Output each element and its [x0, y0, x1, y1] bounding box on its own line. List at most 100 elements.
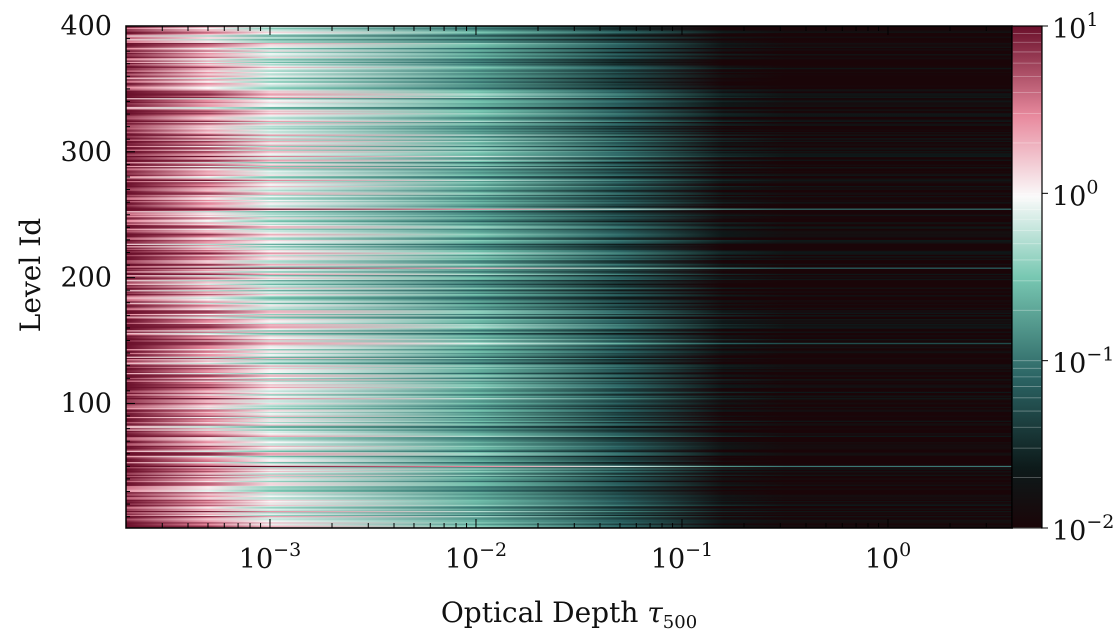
heatmap-row: [126, 367, 1012, 370]
heatmap-row: [126, 525, 1012, 528]
heatmap-row: [126, 91, 1012, 94]
heatmap-row: [126, 489, 1012, 491]
heatmap-row: [126, 507, 1012, 510]
heatmap-row: [126, 420, 1012, 422]
heatmap-row: [126, 271, 1012, 274]
heatmap-row: [126, 416, 1012, 419]
heatmap-row: [126, 68, 1012, 71]
heatmap-row: [126, 277, 1012, 279]
heatmap-row: [126, 442, 1012, 445]
heatmap-row: [126, 278, 1012, 281]
heatmap-row: [126, 120, 1012, 122]
heatmap-row: [126, 437, 1012, 440]
heatmap-row: [126, 211, 1012, 214]
heatmap-row: [126, 435, 1012, 437]
heatmap-row: [126, 413, 1012, 416]
heatmap-row: [126, 451, 1012, 454]
heatmap-row: [126, 308, 1012, 311]
heatmap-row: [126, 51, 1012, 53]
heatmap-row: [126, 496, 1012, 499]
heatmap-row: [126, 102, 1012, 105]
heatmap-row: [126, 195, 1012, 198]
heatmap-row: [126, 411, 1012, 414]
heatmap-row: [126, 397, 1012, 400]
heatmap-row: [126, 392, 1012, 395]
heatmap-row: [126, 32, 1012, 35]
heatmap-row: [126, 69, 1012, 72]
heatmap-row: [126, 226, 1012, 229]
heatmap-row: [126, 333, 1012, 336]
heatmap-row: [126, 329, 1012, 332]
heatmap-row: [126, 377, 1012, 380]
heatmap-row: [126, 443, 1012, 446]
heatmap-row: [126, 169, 1012, 171]
heatmap-row: [126, 199, 1012, 202]
heatmap-row: [126, 90, 1012, 92]
heatmap-row: [126, 250, 1012, 253]
heatmap-row: [126, 42, 1012, 45]
heatmap-row: [126, 187, 1012, 190]
heatmap-row: [126, 130, 1012, 133]
heatmap-row: [126, 490, 1012, 493]
heatmap-row: [126, 314, 1012, 317]
heatmap-row: [126, 450, 1012, 453]
colorbar-tick-label: 10−1: [1052, 344, 1114, 380]
heatmap-row: [126, 504, 1012, 507]
heatmap-row: [126, 77, 1012, 80]
heatmap-row: [126, 255, 1012, 258]
heatmap-row: [126, 353, 1012, 356]
heatmap-row: [126, 438, 1012, 441]
heatmap-row: [126, 487, 1012, 490]
heatmap-row: [126, 328, 1012, 331]
heatmap-row: [126, 471, 1012, 474]
heatmap-row: [126, 269, 1012, 272]
heatmap-row: [126, 143, 1012, 146]
heatmap-row: [126, 106, 1012, 109]
heatmap-row: [126, 127, 1012, 130]
heatmap-row: [126, 422, 1012, 425]
heatmap-row: [126, 205, 1012, 208]
heatmap-row: [126, 344, 1012, 347]
heatmap-row: [126, 426, 1012, 429]
heatmap-row: [126, 341, 1012, 343]
heatmap-row: [126, 98, 1012, 101]
heatmap-row: [126, 376, 1012, 378]
heatmap-row: [126, 474, 1012, 476]
heatmap-row: [126, 372, 1012, 375]
heatmap-row: [126, 47, 1012, 50]
colorbar-ticks: 10−2 10−1 100 101: [1042, 9, 1114, 547]
heatmap-row: [126, 230, 1012, 233]
heatmap-row: [126, 378, 1012, 381]
heatmap-row: [126, 171, 1012, 174]
heatmap-row: [126, 475, 1012, 478]
heatmap-row: [126, 81, 1012, 84]
heatmap-row: [126, 248, 1012, 250]
heatmap-row: [126, 166, 1012, 169]
heatmap-row: [126, 161, 1012, 164]
heatmap-row: [126, 92, 1012, 95]
heatmap-row: [126, 177, 1012, 180]
heatmap-row: [126, 142, 1012, 145]
heatmap-row: [126, 141, 1012, 144]
heatmap-row: [126, 283, 1012, 286]
heatmap-row: [126, 212, 1012, 215]
heatmap-row: [126, 137, 1012, 140]
heatmap-row: [126, 401, 1012, 404]
heatmap-row: [126, 136, 1012, 139]
heatmap-row: [126, 320, 1012, 323]
heatmap-row: [126, 491, 1012, 494]
heatmap-row: [126, 140, 1012, 143]
heatmap-row: [126, 500, 1012, 503]
heatmap-row: [126, 74, 1012, 77]
heatmap-row: [126, 362, 1012, 365]
heatmap-row: [126, 228, 1012, 230]
heatmap-row: [126, 123, 1012, 126]
heatmap-row: [126, 497, 1012, 500]
heatmap-row: [126, 432, 1012, 435]
heatmap-row: [126, 325, 1012, 328]
heatmap-row: [126, 96, 1012, 99]
heatmap-row: [126, 346, 1012, 348]
heatmap-row: [126, 430, 1012, 432]
heatmap-row: [126, 48, 1012, 51]
heatmap-row: [126, 457, 1012, 460]
